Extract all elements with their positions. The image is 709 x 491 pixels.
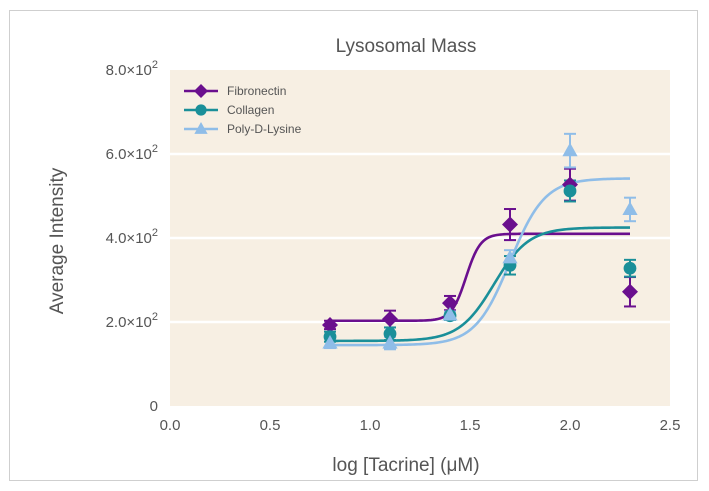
legend-item: Fibronectin: [184, 84, 286, 98]
y-tick-exponent: 2: [152, 143, 158, 155]
x-axis-ticks: 0.0 0.5 1.0 1.5 2.0 2.5: [160, 417, 681, 434]
y-tick-mantissa: 4.0×10: [106, 230, 152, 247]
data-point: [502, 249, 518, 264]
data-point: [382, 335, 398, 349]
legend-marker: [194, 122, 208, 134]
y-tick-mantissa: 2.0×10: [106, 314, 152, 331]
fit-curve: [330, 226, 630, 343]
data-markers: [322, 142, 638, 349]
data-point: [562, 142, 578, 157]
legend-label: Fibronectin: [227, 84, 286, 98]
x-tick-label: 0.0: [160, 417, 181, 434]
y-tick-label: 0: [150, 398, 158, 415]
data-point: [622, 201, 638, 216]
data-point: [563, 184, 577, 198]
y-axis-label: Average Intensity: [47, 167, 68, 314]
data-point: [322, 335, 338, 349]
legend-marker: [194, 84, 208, 98]
y-tick-label: 2.0×102: [106, 311, 158, 331]
x-tick-label: 1.5: [460, 417, 481, 434]
data-point: [502, 216, 518, 233]
y-tick-label: 6.0×102: [106, 143, 158, 163]
x-axis-label: log [Tacrine] (μM): [332, 455, 479, 476]
y-tick-exponent: 2: [152, 311, 158, 323]
x-tick-label: 2.0: [560, 417, 581, 434]
chart-title: Lysosomal Mass: [336, 36, 477, 57]
legend-item: Poly-D-Lysine: [184, 122, 302, 136]
fit-curves: [330, 177, 631, 347]
y-tick-exponent: 2: [152, 227, 158, 239]
x-tick-label: 0.5: [260, 417, 281, 434]
data-point: [383, 327, 397, 341]
legend: Fibronectin Collagen Poly-D-Lysine: [184, 84, 302, 136]
legend-marker: [195, 104, 207, 116]
data-point: [623, 261, 637, 275]
fit-curve: [330, 232, 630, 323]
y-tick-mantissa: 6.0×10: [106, 146, 152, 163]
legend-label: Poly-D-Lysine: [227, 122, 302, 136]
legend-item: Collagen: [184, 103, 274, 117]
y-tick-mantissa: 8.0×10: [106, 62, 152, 79]
legend-label: Collagen: [227, 103, 274, 117]
x-tick-label: 2.5: [660, 417, 681, 434]
data-point: [442, 295, 458, 312]
data-point: [322, 316, 338, 333]
grid-lines: [170, 152, 670, 324]
data-point: [442, 306, 458, 321]
y-tick-exponent: 2: [152, 59, 158, 71]
data-point: [622, 283, 638, 300]
fit-curve: [330, 177, 631, 347]
data-point: [382, 311, 398, 328]
y-tick-label: 4.0×102: [106, 227, 158, 247]
x-tick-label: 1.0: [360, 417, 381, 434]
y-tick-label: 8.0×102: [106, 59, 158, 79]
